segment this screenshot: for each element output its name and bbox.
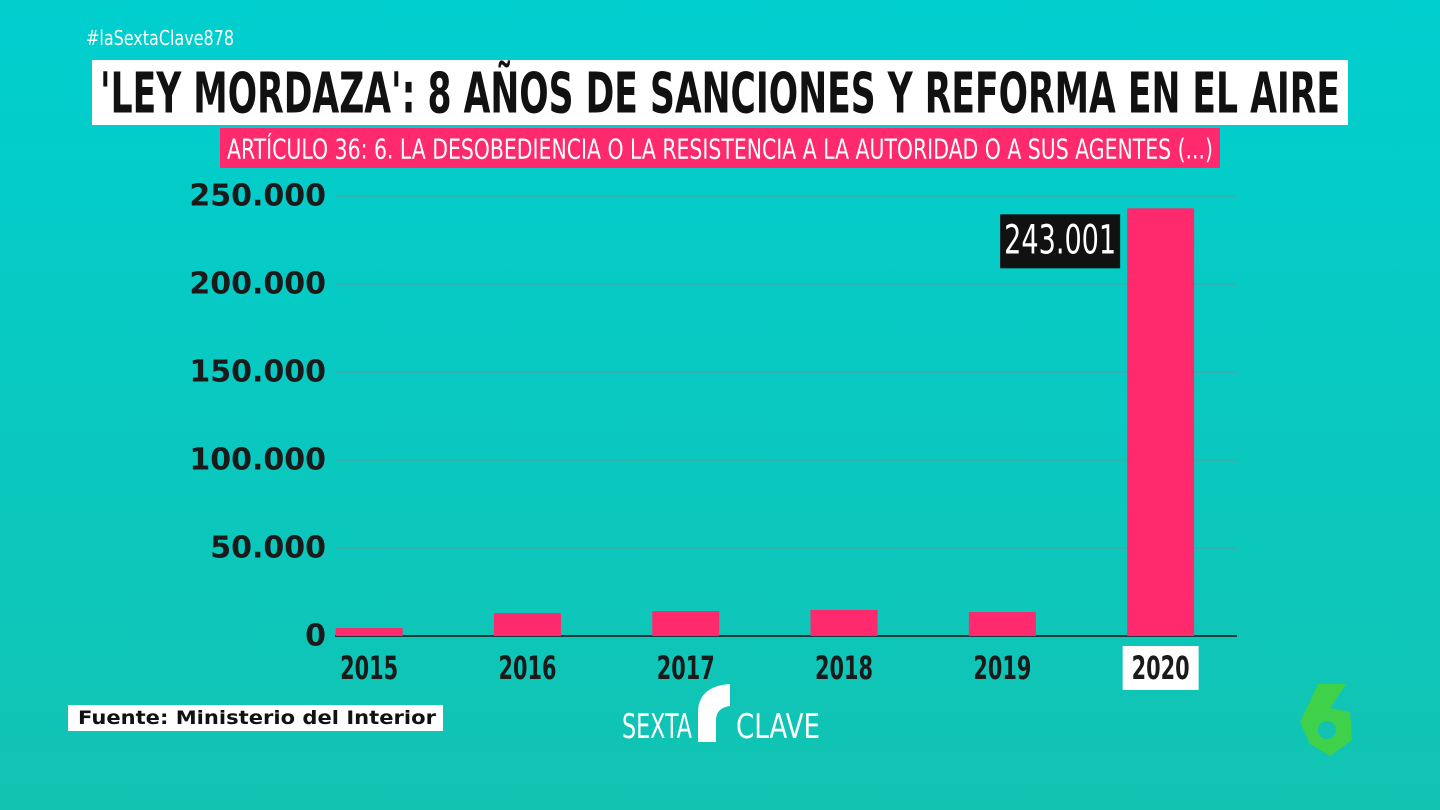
x-tick-label: 2016 [498, 649, 556, 687]
x-tick-label: 2015 [340, 649, 398, 687]
title-box [92, 60, 1348, 125]
y-tick-label: 100.000 [189, 443, 326, 478]
bar [493, 613, 561, 636]
brand-right: CLAVE [736, 707, 820, 747]
y-tick-label: 250.000 [189, 179, 326, 214]
channel-logo [1300, 684, 1352, 756]
y-tick-label: 150.000 [189, 355, 326, 390]
bar [810, 609, 878, 636]
y-tick-label: 50.000 [210, 531, 326, 566]
brand-left: SEXTA [622, 707, 692, 747]
value-label-box [1000, 214, 1121, 269]
source-box [68, 705, 443, 731]
chart-title: 'LEY MORDAZA': 8 AÑOS DE SANCIONES Y REF… [100, 62, 1340, 127]
brand-mark [698, 684, 730, 742]
hashtag: #laSextaClave878 [86, 26, 234, 50]
subtitle-box [220, 128, 1220, 168]
source: Fuente: Ministerio del Interior [78, 707, 437, 729]
y-tick-label: 0 [305, 619, 326, 654]
chart-subtitle: ARTÍCULO 36: 6. LA DESOBEDIENCIA O LA RE… [227, 132, 1213, 166]
bar [652, 611, 720, 636]
bar [968, 612, 1036, 636]
x-tick-box [1122, 646, 1199, 690]
x-tick-label: 2018 [815, 649, 873, 687]
bar [1127, 208, 1195, 636]
value-label: 243.001 [1004, 217, 1116, 263]
x-tick-label: 2017 [657, 649, 715, 687]
channel-logo-hole [1318, 721, 1336, 739]
bar [335, 628, 403, 636]
x-tick-label: 2020 [1132, 649, 1190, 687]
y-tick-label: 200.000 [189, 267, 326, 302]
x-tick-label: 2019 [973, 649, 1031, 687]
